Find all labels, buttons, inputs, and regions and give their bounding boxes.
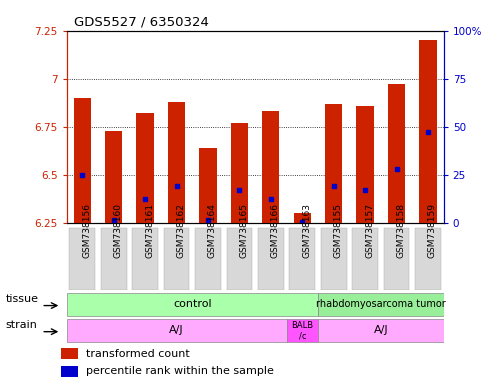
FancyBboxPatch shape	[258, 228, 284, 290]
FancyBboxPatch shape	[101, 228, 127, 290]
FancyBboxPatch shape	[289, 228, 315, 290]
Bar	[105, 131, 122, 223]
FancyBboxPatch shape	[164, 228, 189, 290]
Text: GSM738165: GSM738165	[240, 203, 248, 258]
Text: GSM738166: GSM738166	[271, 203, 280, 258]
Text: GSM738162: GSM738162	[176, 204, 185, 258]
Bar	[325, 104, 342, 223]
Text: GSM738155: GSM738155	[334, 203, 343, 258]
Bar	[67, 293, 318, 316]
Text: GSM738163: GSM738163	[302, 203, 311, 258]
FancyBboxPatch shape	[70, 228, 95, 290]
Bar	[356, 106, 374, 223]
Text: percentile rank within the sample: percentile rank within the sample	[86, 366, 274, 376]
Text: A/J: A/J	[169, 325, 184, 336]
Text: GSM738160: GSM738160	[114, 203, 123, 258]
FancyBboxPatch shape	[352, 228, 378, 290]
FancyBboxPatch shape	[195, 228, 221, 290]
Text: GSM738157: GSM738157	[365, 203, 374, 258]
FancyBboxPatch shape	[415, 228, 441, 290]
Bar	[231, 123, 248, 223]
Text: BALB
/c: BALB /c	[291, 321, 314, 340]
Bar	[294, 213, 311, 223]
FancyBboxPatch shape	[226, 228, 252, 290]
Text: strain: strain	[5, 320, 37, 330]
Text: GDS5527 / 6350324: GDS5527 / 6350324	[74, 15, 209, 28]
Bar	[286, 319, 318, 342]
Bar	[73, 98, 91, 223]
Bar	[388, 84, 405, 223]
Text: GSM738159: GSM738159	[428, 203, 437, 258]
Bar	[199, 148, 216, 223]
Text: GSM738164: GSM738164	[208, 204, 217, 258]
Bar	[67, 319, 286, 342]
Text: GSM738156: GSM738156	[82, 203, 91, 258]
Bar	[420, 40, 437, 223]
Bar	[262, 111, 280, 223]
Bar	[137, 113, 154, 223]
FancyBboxPatch shape	[132, 228, 158, 290]
Bar	[318, 319, 444, 342]
Text: rhabdomyosarcoma tumor: rhabdomyosarcoma tumor	[316, 299, 446, 310]
Text: GSM738158: GSM738158	[396, 203, 406, 258]
Text: GSM738161: GSM738161	[145, 203, 154, 258]
Bar	[61, 348, 78, 359]
Text: A/J: A/J	[374, 325, 388, 336]
FancyBboxPatch shape	[384, 228, 410, 290]
Bar	[168, 102, 185, 223]
Text: tissue: tissue	[5, 294, 38, 304]
Bar	[61, 366, 78, 377]
Text: transformed count: transformed count	[86, 349, 189, 359]
FancyBboxPatch shape	[321, 228, 347, 290]
Bar	[318, 293, 444, 316]
Text: control: control	[173, 299, 211, 310]
